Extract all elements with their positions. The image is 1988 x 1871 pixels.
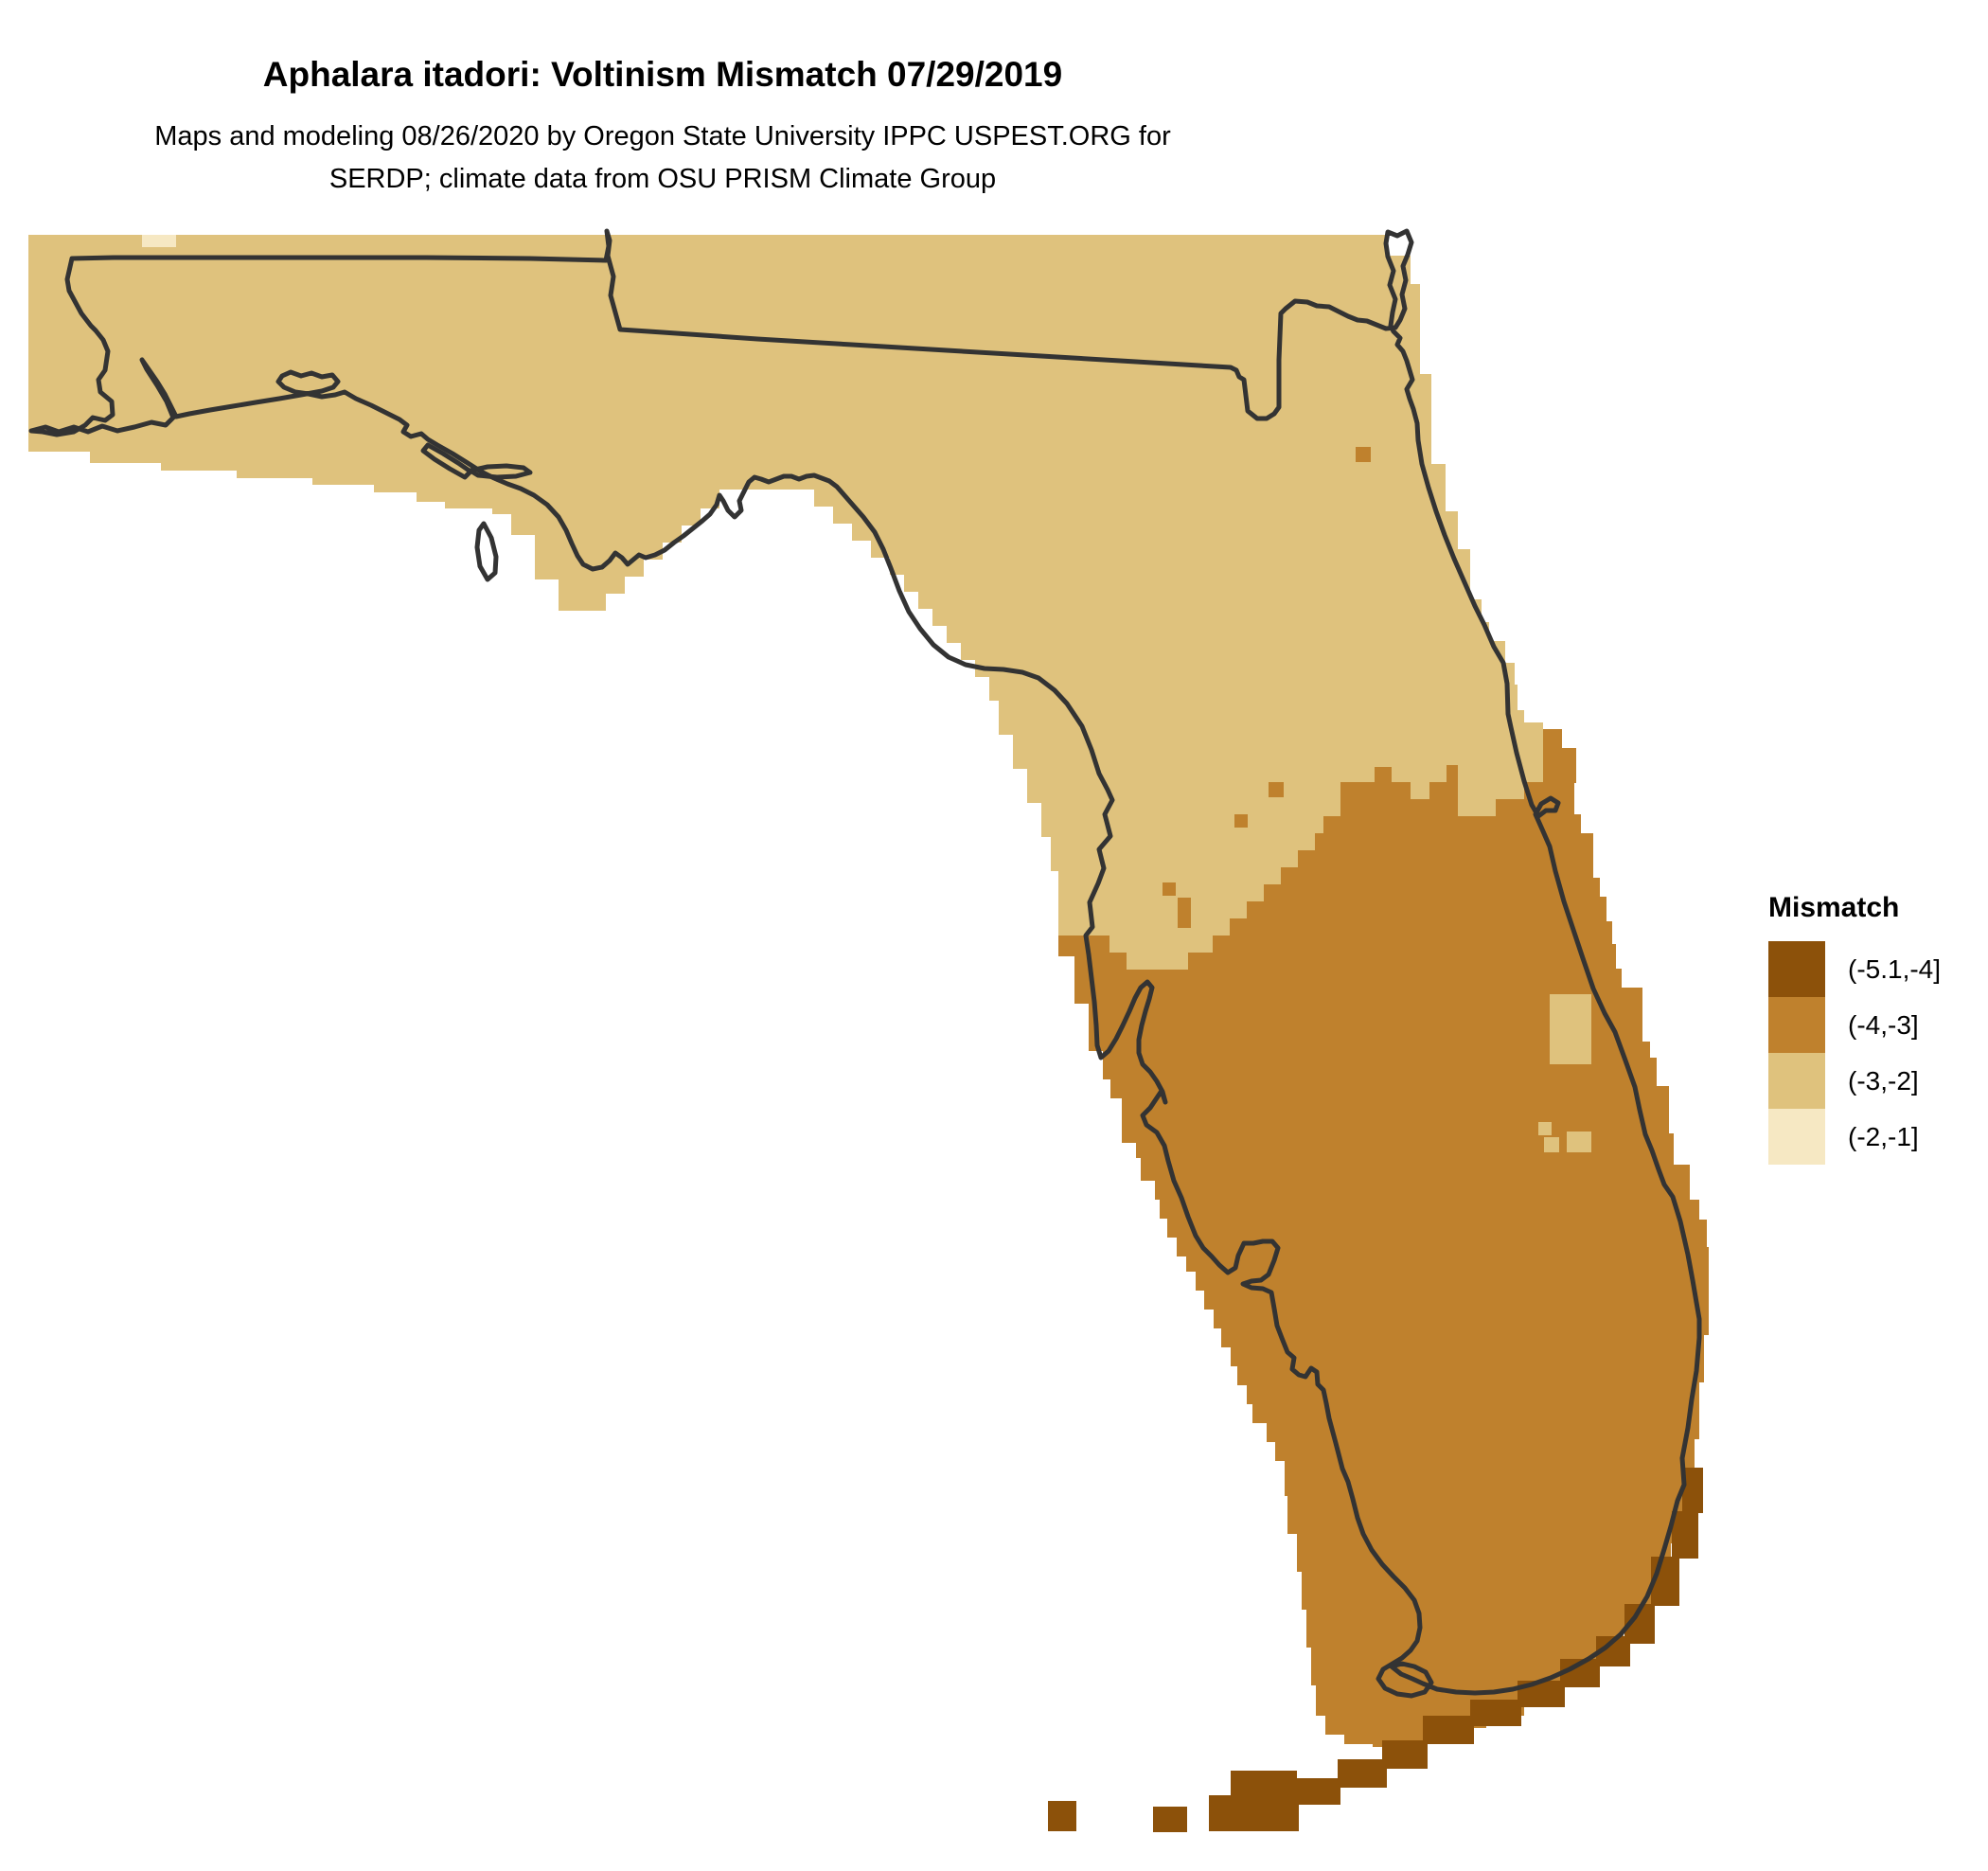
map-subtitle-line2: SERDP; climate data from OSU PRISM Clima… [328,163,997,194]
raster-brown-anomaly-pixels [1269,782,1284,797]
map-header: Aphalara itadori: Voltinism Mismatch 07/… [0,0,1325,201]
raster-tan-anomaly-pixels [1544,1137,1559,1152]
raster-cream-anomaly-pixels [142,235,176,247]
legend-item: (-5.1,-4] [1768,941,1941,997]
legend-label: (-2,-1] [1848,1121,1919,1151]
raster-class-5-4-keys [1423,1716,1474,1744]
raster-tan-anomaly-pixels [1550,994,1591,1064]
legend-item: (-3,-2] [1768,1053,1941,1109]
raster-tan-anomaly-pixels [1538,1122,1552,1135]
raster-brown-anomaly-pixels [1178,898,1191,928]
raster-class-5-4-keys [1382,1740,1428,1769]
raster-class-5-4-keys [1231,1771,1297,1799]
raster-brown-anomaly-pixels [1356,447,1371,462]
raster-class-5-4-keys [1672,1511,1698,1559]
legend-swatch-tan [1768,1053,1825,1109]
map-subtitle: Maps and modeling 08/26/2020 by Oregon S… [0,116,1325,201]
raster-brown-anomaly-pixels [1234,814,1248,828]
legend-label: (-3,-2] [1848,1065,1919,1096]
state-boundary [420,442,473,480]
raster-class-5-4-keys [1153,1807,1187,1832]
legend: Mismatch (-5.1,-4] (-4,-3] (-3,-2] (-2,-… [1768,892,1941,1165]
raster-class-5-4-keys [1470,1700,1521,1726]
raster-class-4-3 [1058,729,1709,1747]
legend-swatch-darkbrown [1768,941,1825,997]
raster-class-5-4-keys [1209,1795,1299,1831]
raster-class-5-4-keys [1682,1468,1703,1513]
legend-swatch-cream [1768,1109,1825,1165]
raster-tan-anomaly-pixels [1567,1132,1591,1152]
state-boundary [468,463,533,480]
raster-brown-anomaly-pixels [1163,882,1176,896]
state-boundary [28,228,1702,1699]
legend-swatch-brown [1768,997,1825,1053]
legend-item: (-2,-1] [1768,1109,1941,1165]
legend-title: Mismatch [1768,892,1900,923]
map-subtitle-line1: Maps and modeling 08/26/2020 by Oregon S… [154,121,1171,151]
legend-label: (-5.1,-4] [1848,953,1942,984]
legend-item: (-4,-3] [1768,997,1941,1053]
raster-class-5-4-keys [1048,1801,1076,1831]
legend-label: (-4,-3] [1848,1009,1919,1040]
state-boundary [474,521,499,582]
map-title: Aphalara itadori: Voltinism Mismatch 07/… [262,55,1063,94]
raster-class-5-4-keys [1338,1759,1387,1788]
